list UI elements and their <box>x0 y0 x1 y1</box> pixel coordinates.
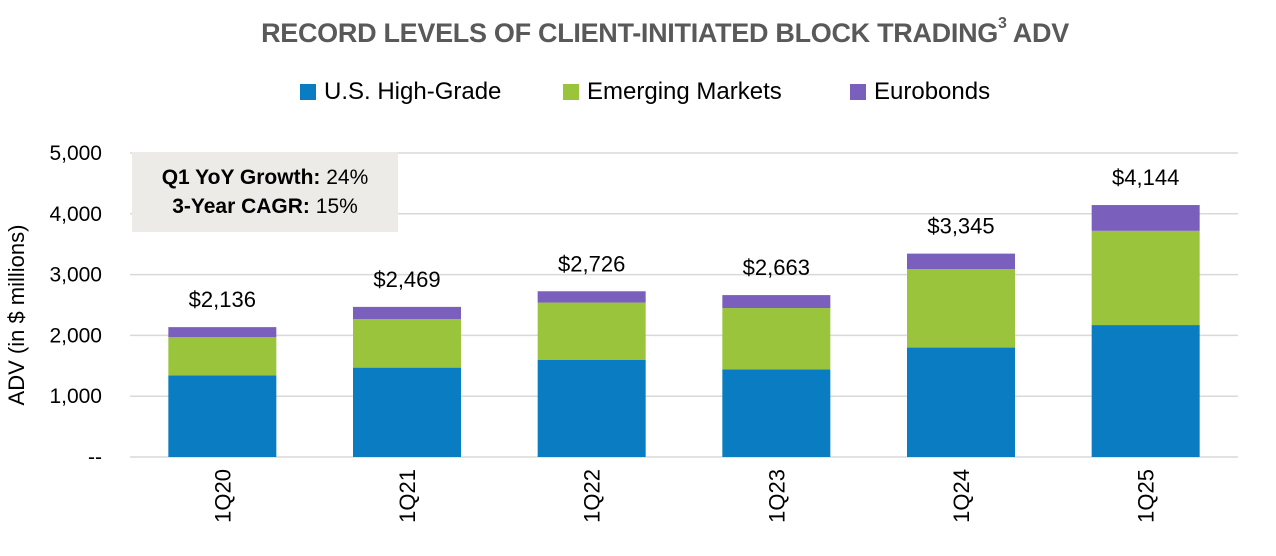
legend-item-us-high-grade: U.S. High-Grade <box>300 78 501 106</box>
callout-yoy-line: Q1 YoY Growth: 24% <box>132 163 398 192</box>
bar-segment-u-s-high-grade-1q22 <box>537 359 646 457</box>
data-label-total: $4,144 <box>1112 165 1179 190</box>
x-tick-label: 1Q24 <box>949 469 974 523</box>
legend-swatch-eurobonds <box>850 84 866 100</box>
bar-segment-emerging-markets-1q20 <box>168 337 277 376</box>
bar-segment-eurobonds-1q21 <box>353 306 461 319</box>
y-tick-label: 2,000 <box>49 324 102 347</box>
x-tick-label: 1Q22 <box>580 469 605 523</box>
bar-segment-u-s-high-grade-1q20 <box>168 375 277 457</box>
x-tick-label: 1Q23 <box>764 469 789 523</box>
bar-segment-emerging-markets-1q21 <box>353 318 461 368</box>
x-tick-label: 1Q21 <box>395 469 420 523</box>
bar-segment-emerging-markets-1q23 <box>722 308 831 370</box>
legend-item-emerging-markets: Emerging Markets <box>563 78 782 106</box>
legend-item-eurobonds: Eurobonds <box>850 78 990 106</box>
data-label-total: $3,345 <box>927 214 994 239</box>
bar-segment-emerging-markets-1q24 <box>907 269 1015 348</box>
legend-label-emerging-markets: Emerging Markets <box>587 78 782 105</box>
callout-yoy-label: Q1 YoY Growth: <box>161 166 321 189</box>
x-tick-label: 1Q25 <box>1134 469 1159 523</box>
bar-segment-eurobonds-1q24 <box>907 253 1015 270</box>
bar-segment-eurobonds-1q22 <box>537 291 646 303</box>
y-tick-label: 5,000 <box>49 142 102 165</box>
data-label-total: $2,663 <box>743 255 810 280</box>
growth-callout-box: Q1 YoY Growth: 24% 3-Year CAGR: 15% <box>132 152 398 232</box>
legend-swatch-emerging-markets <box>563 84 579 100</box>
legend-label-us-high-grade: U.S. High-Grade <box>324 78 502 105</box>
bar-segment-eurobonds-1q23 <box>722 295 831 309</box>
bar-segment-eurobonds-1q20 <box>168 327 277 338</box>
bar-segment-emerging-markets-1q25 <box>1091 230 1200 326</box>
y-tick-label: 4,000 <box>49 203 102 226</box>
bar-segment-u-s-high-grade-1q23 <box>722 369 831 457</box>
bar-segment-u-s-high-grade-1q25 <box>1091 325 1200 457</box>
callout-yoy-value: 24% <box>326 166 369 189</box>
y-tick-label: 3,000 <box>49 264 102 287</box>
legend-label-eurobonds: Eurobonds <box>874 78 991 105</box>
bar-segment-u-s-high-grade-1q21 <box>353 367 461 457</box>
y-axis-label: ADV (in $ millions) <box>4 225 29 406</box>
callout-cagr-value: 15% <box>315 195 358 218</box>
bar-segment-eurobonds-1q25 <box>1091 205 1200 231</box>
legend-swatch-us-high-grade <box>300 84 316 100</box>
data-label-total: $2,136 <box>189 287 256 312</box>
y-tick-label: 1,000 <box>49 385 102 408</box>
data-label-total: $2,726 <box>558 251 625 276</box>
bar-segment-u-s-high-grade-1q24 <box>907 347 1015 457</box>
bar-segment-emerging-markets-1q22 <box>537 302 646 360</box>
chart-title-suffix: ADV <box>1012 18 1069 48</box>
x-tick-label: 1Q20 <box>210 469 235 523</box>
chart-title: RECORD LEVELS OF CLIENT-INITIATED BLOCK … <box>0 15 1276 49</box>
data-label-total: $2,469 <box>373 267 440 292</box>
callout-cagr-line: 3-Year CAGR: 15% <box>132 192 398 221</box>
chart-title-text: RECORD LEVELS OF CLIENT-INITIATED BLOCK … <box>261 18 998 48</box>
callout-cagr-label: 3-Year CAGR: <box>172 195 310 218</box>
chart-legend: U.S. High-Grade Emerging Markets Eurobon… <box>0 78 1276 110</box>
y-tick-label: -- <box>88 446 102 469</box>
chart-title-superscript: 3 <box>997 15 1007 32</box>
